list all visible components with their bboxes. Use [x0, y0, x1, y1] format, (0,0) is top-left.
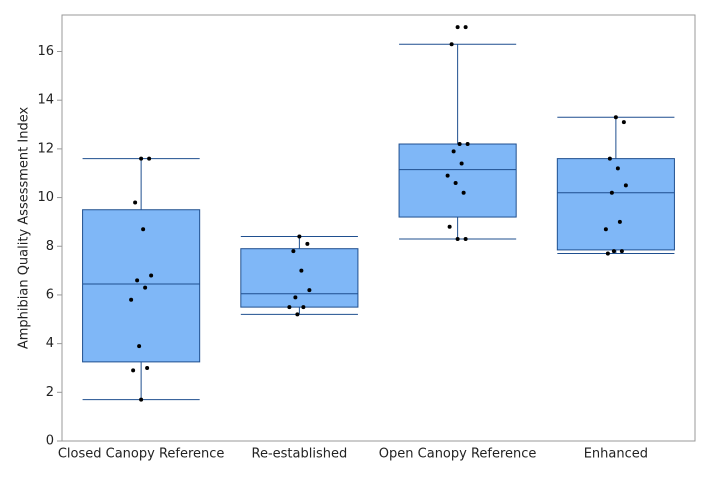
x-tick-label: Closed Canopy Reference: [58, 447, 225, 462]
data-point: [619, 249, 624, 254]
y-tick-label: 14: [37, 93, 54, 108]
data-point: [461, 190, 466, 195]
data-point: [465, 142, 470, 147]
y-tick-label: 10: [37, 190, 54, 205]
data-point: [455, 236, 460, 241]
box: [398, 143, 517, 218]
y-tick-label: 16: [37, 44, 54, 59]
x-tick-label: Open Canopy Reference: [379, 447, 537, 462]
data-point: [305, 241, 310, 246]
y-tick-label: 2: [46, 385, 54, 400]
y-tick-label: 12: [37, 141, 54, 156]
data-point: [293, 295, 298, 300]
data-point: [287, 305, 292, 310]
data-point: [451, 149, 456, 154]
box: [240, 248, 359, 308]
data-point: [301, 305, 306, 310]
data-point: [307, 288, 312, 293]
data-point: [295, 312, 300, 317]
data-point: [459, 161, 464, 166]
data-point: [129, 297, 134, 302]
plot-frame: [61, 14, 696, 442]
data-point: [291, 249, 296, 254]
data-point: [463, 25, 468, 30]
data-point: [455, 25, 460, 30]
y-tick-label: 8: [46, 239, 54, 254]
data-point: [145, 365, 150, 370]
data-point: [139, 156, 144, 161]
data-point: [445, 173, 450, 178]
data-point: [607, 156, 612, 161]
box: [82, 209, 201, 363]
data-point: [139, 397, 144, 402]
data-point: [149, 273, 154, 278]
data-point: [611, 249, 616, 254]
data-point: [457, 142, 462, 147]
box: [556, 158, 675, 251]
data-point: [603, 227, 608, 232]
data-point: [623, 183, 628, 188]
data-point: [133, 200, 138, 205]
x-tick-label: Enhanced: [584, 447, 648, 462]
y-tick-label: 4: [46, 336, 54, 351]
data-point: [453, 180, 458, 185]
data-point: [463, 236, 468, 241]
data-point: [609, 190, 614, 195]
x-tick-label: Re-established: [252, 447, 348, 462]
data-point: [141, 227, 146, 232]
data-point: [299, 268, 304, 273]
data-point: [615, 166, 620, 171]
data-point: [137, 344, 142, 349]
data-point: [449, 42, 454, 47]
y-tick-label: 6: [46, 287, 54, 302]
data-point: [613, 115, 618, 120]
data-point: [447, 224, 452, 229]
data-point: [297, 234, 302, 239]
y-tick-label: 0: [46, 434, 54, 449]
data-point: [617, 219, 622, 224]
data-point: [135, 278, 140, 283]
data-point: [147, 156, 152, 161]
data-point: [621, 120, 626, 125]
data-point: [605, 251, 610, 256]
data-point: [131, 368, 136, 373]
data-point: [143, 285, 148, 290]
y-axis-label: Amphibian Quality Assessment Index: [17, 107, 32, 350]
